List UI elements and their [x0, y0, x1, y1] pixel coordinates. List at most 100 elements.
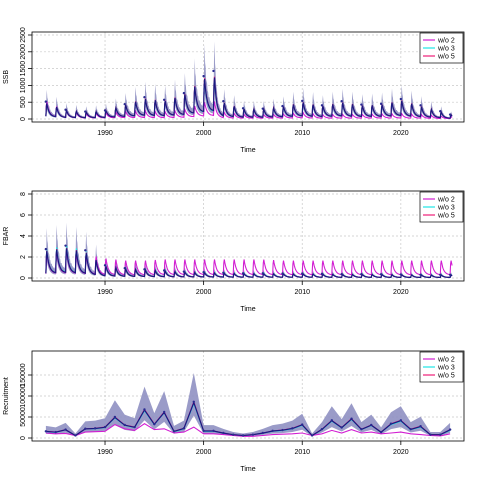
data-point [44, 100, 48, 103]
y-tick-label: 2 [20, 255, 27, 259]
y-tick-label: 0 [20, 436, 27, 440]
legend-label: w/o 5 [437, 213, 455, 220]
legend-label: w/o 3 [437, 365, 455, 372]
uncertainty-band [45, 373, 451, 437]
data-point [360, 427, 363, 431]
data-point [291, 427, 294, 430]
data-point [301, 99, 304, 103]
data-point [222, 271, 225, 275]
x-tick-label: 1990 [97, 289, 113, 296]
data-point [261, 431, 264, 435]
x-axis-title: Time [240, 306, 255, 313]
data-point [123, 266, 126, 270]
data-point [202, 271, 205, 274]
data-point [360, 272, 363, 276]
data-point [54, 430, 57, 434]
chart-panel-1: 1990 2000 2010 202005001000150020002500Time… [3, 27, 465, 154]
y-tick-label: 0 [20, 117, 27, 121]
data-point [74, 434, 77, 437]
plot-frame [31, 31, 465, 123]
data-point [202, 74, 205, 78]
legend-label: w/o 2 [437, 357, 455, 364]
series-line-w-o-2 [45, 250, 453, 276]
data-point [419, 425, 422, 428]
legend-label: w/o 2 [437, 38, 455, 45]
data-point [409, 427, 412, 431]
data-point [439, 433, 442, 436]
y-axis-title: Recruitment [3, 377, 10, 415]
data-point [340, 426, 343, 429]
data-point [271, 429, 274, 433]
data-point [212, 429, 215, 433]
x-tick-label: 1990 [97, 449, 113, 456]
legend-label: w/o 5 [437, 54, 455, 61]
legend-label: w/o 2 [437, 197, 455, 204]
y-tick-label: 2000 [20, 44, 27, 60]
y-axis-title: FBAR [3, 227, 10, 246]
data-point [310, 434, 314, 437]
data-point [162, 98, 166, 101]
data-point [202, 429, 205, 433]
x-tick-label: 2000 [196, 449, 212, 456]
data-point [64, 244, 67, 247]
y-tick-label: 50000 [20, 407, 27, 427]
data-point [182, 427, 186, 430]
legend: w/o 2w/o 3w/o 5 [419, 351, 464, 383]
x-tick-label: 2020 [393, 130, 409, 137]
data-point [379, 273, 383, 276]
y-axis-title: SSB [3, 70, 10, 84]
y-tick-label: 0 [20, 276, 27, 280]
data-point [44, 247, 48, 251]
median-line [45, 400, 451, 437]
x-tick-label: 2010 [294, 449, 310, 456]
data-point [123, 103, 126, 106]
data-point [162, 410, 166, 414]
data-point [143, 95, 146, 99]
y-tick-label: 1000 [20, 78, 27, 94]
x-tick-label: 1990 [97, 130, 113, 137]
data-point [133, 425, 136, 429]
y-tick-label: 6 [20, 213, 27, 217]
data-point [93, 427, 97, 430]
data-point [399, 273, 403, 276]
data-point [251, 433, 255, 436]
data-point [261, 107, 264, 110]
data-point [182, 270, 186, 273]
median-line [45, 248, 453, 279]
data-point [64, 428, 67, 431]
data-point [429, 433, 432, 436]
y-tick-label: 8 [20, 192, 27, 196]
data-point [320, 427, 324, 431]
x-axis-title: Time [240, 147, 255, 154]
data-point [320, 272, 324, 276]
data-point [84, 427, 87, 430]
x-tick-label: 2020 [393, 449, 409, 456]
x-tick-label: 2010 [294, 289, 310, 296]
y-tick-label: 150000 [20, 363, 27, 386]
data-point [439, 273, 442, 276]
data-point [222, 431, 225, 435]
data-point [64, 108, 67, 111]
data-point [360, 103, 363, 106]
legend-label: w/o 3 [437, 205, 455, 212]
data-point [123, 423, 126, 427]
data-point [330, 419, 334, 422]
y-tick-label: 4 [20, 234, 27, 238]
data-point [232, 433, 235, 436]
data-point [448, 273, 452, 276]
data-point [241, 272, 245, 275]
data-point [379, 102, 383, 106]
data-point [340, 272, 343, 276]
data-point [103, 264, 107, 267]
data-point [370, 423, 373, 427]
data-point [340, 100, 343, 103]
x-tick-label: 2010 [294, 130, 310, 137]
data-point [301, 423, 304, 426]
data-point [143, 408, 146, 411]
data-point [103, 109, 107, 112]
y-tick-label: 100000 [20, 384, 27, 407]
data-point [182, 91, 186, 95]
data-point [301, 272, 304, 275]
data-point [399, 419, 403, 422]
